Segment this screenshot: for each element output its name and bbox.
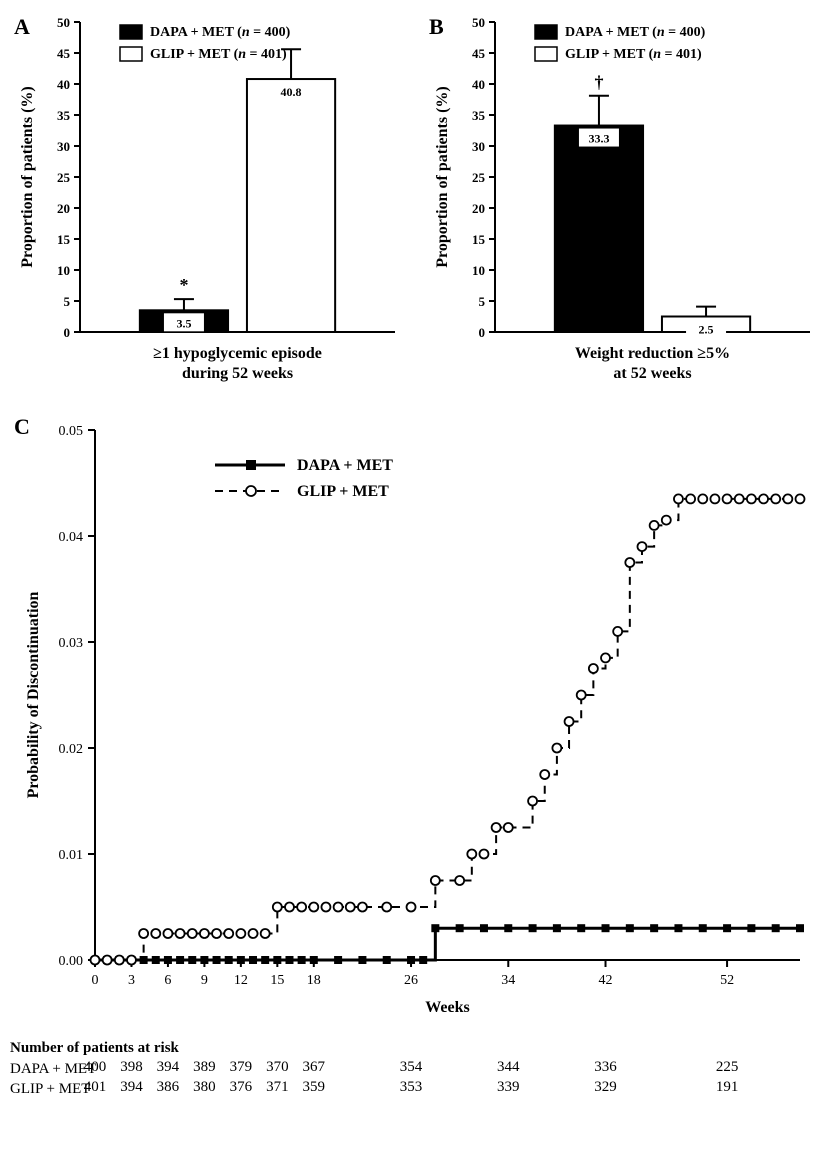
svg-text:50: 50 (472, 15, 485, 30)
risk-value: 344 (497, 1059, 520, 1076)
svg-text:Weight reduction ≥5%: Weight reduction ≥5% (575, 345, 730, 362)
svg-text:18: 18 (307, 973, 321, 988)
svg-text:DAPA + MET: DAPA + MET (297, 457, 393, 474)
svg-text:0: 0 (92, 973, 99, 988)
panel-c-label: C (14, 414, 30, 440)
svg-text:during 52 weeks: during 52 weeks (182, 365, 293, 382)
svg-text:2.5: 2.5 (699, 323, 714, 337)
svg-text:3.5: 3.5 (176, 316, 191, 330)
svg-text:5: 5 (64, 294, 71, 309)
risk-value: 339 (497, 1079, 520, 1096)
svg-text:50: 50 (57, 15, 70, 30)
risk-value: 380 (193, 1079, 216, 1096)
risk-value: 225 (716, 1059, 739, 1076)
svg-text:≥1 hypoglycemic episode: ≥1 hypoglycemic episode (153, 345, 322, 362)
risk-value: 394 (157, 1059, 180, 1076)
svg-text:5: 5 (479, 294, 486, 309)
risk-value: 398 (120, 1059, 143, 1076)
svg-text:40: 40 (472, 77, 485, 92)
svg-text:12: 12 (234, 973, 248, 988)
svg-text:20: 20 (472, 201, 485, 216)
risk-value: 400 (84, 1059, 107, 1076)
svg-text:0: 0 (479, 325, 486, 340)
risk-value: 354 (400, 1059, 423, 1076)
svg-text:0.02: 0.02 (59, 742, 84, 757)
svg-text:15: 15 (57, 232, 71, 247)
panel-a-label: A (14, 14, 30, 40)
svg-text:DAPA + MET (n = 400): DAPA + MET (n = 400) (150, 25, 291, 40)
svg-text:25: 25 (472, 170, 486, 185)
svg-text:GLIP + MET: GLIP + MET (297, 483, 389, 500)
risk-value: 379 (230, 1059, 253, 1076)
risk-value: 359 (303, 1079, 326, 1096)
svg-text:20: 20 (57, 201, 70, 216)
svg-text:*: * (179, 275, 188, 295)
svg-text:†: † (594, 72, 603, 92)
figure-container: A 05101520253035404550Proportion of pati… (10, 10, 815, 1099)
svg-text:6: 6 (164, 973, 171, 988)
panel-b: B 0 5 10 15 20 25 30 35 40 45 50 Proportion of pati… (425, 10, 820, 400)
svg-text:0.01: 0.01 (59, 848, 84, 863)
risk-value: 401 (84, 1079, 107, 1096)
svg-text:52: 52 (720, 973, 734, 988)
svg-text:45: 45 (57, 46, 71, 61)
svg-text:GLIP + MET (n = 401): GLIP + MET (n = 401) (150, 47, 287, 62)
svg-text:45: 45 (472, 46, 486, 61)
svg-text:3: 3 (128, 973, 135, 988)
risk-value: 336 (594, 1059, 617, 1076)
svg-text:40: 40 (57, 77, 70, 92)
svg-text:9: 9 (201, 973, 208, 988)
risk-table: Number of patients at risk DAPA + MET400… (10, 1040, 815, 1099)
svg-text:0.05: 0.05 (59, 424, 84, 439)
svg-text:10: 10 (57, 263, 70, 278)
panel-a-chart: 0 5 10 15 20 25 30 35 40 45 50 Proportion of patien… (10, 10, 405, 400)
svg-text:10: 10 (472, 263, 485, 278)
svg-text:35: 35 (472, 108, 486, 123)
risk-value: 386 (157, 1079, 180, 1096)
panel-a: A 0 5 10 15 20 25 30 35 40 45 50 Proportion of pati… (10, 10, 405, 400)
svg-text:0.04: 0.04 (59, 530, 84, 545)
svg-text:at 52 weeks: at 52 weeks (613, 365, 691, 382)
risk-value: 371 (266, 1079, 289, 1096)
risk-value: 394 (120, 1079, 143, 1096)
svg-text:0.03: 0.03 (59, 636, 84, 651)
svg-text:25: 25 (57, 170, 71, 185)
svg-text:40.8: 40.8 (281, 85, 302, 99)
svg-text:Weeks: Weeks (425, 999, 469, 1016)
svg-text:DAPA + MET (n = 400): DAPA + MET (n = 400) (565, 25, 706, 40)
risk-value: 353 (400, 1079, 423, 1096)
svg-text:GLIP + MET (n = 401): GLIP + MET (n = 401) (565, 47, 702, 62)
svg-text:Proportion of patients (%): Proportion of patients (%) (434, 86, 451, 267)
risk-value: 389 (193, 1059, 216, 1076)
svg-text:0.00: 0.00 (59, 954, 84, 969)
panel-b-chart: 0 5 10 15 20 25 30 35 40 45 50 Proportion of patien… (425, 10, 820, 400)
risk-table-title: Number of patients at risk (10, 1040, 815, 1057)
panel-c: C 0.00 0.01 0.02 0.03 0.04 0.05 0 3 6 9 12 15 18 26 34… (10, 410, 815, 1030)
svg-text:15: 15 (472, 232, 486, 247)
panel-c-chart: 0.00 0.01 0.02 0.03 0.04 0.05 0 3 6 9 12 15 18 26 34 42… (10, 410, 815, 1030)
panel-b-label: B (429, 14, 444, 40)
risk-value: 191 (716, 1079, 739, 1096)
svg-text:30: 30 (57, 139, 70, 154)
svg-text:15: 15 (270, 973, 284, 988)
svg-text:42: 42 (599, 973, 613, 988)
risk-value: 367 (303, 1059, 326, 1076)
svg-text:33.3: 33.3 (588, 132, 609, 146)
svg-text:30: 30 (472, 139, 485, 154)
svg-text:34: 34 (501, 973, 515, 988)
risk-value: 329 (594, 1079, 617, 1096)
risk-value: 370 (266, 1059, 289, 1076)
svg-text:26: 26 (404, 973, 418, 988)
svg-text:Proportion of patients (%): Proportion of patients (%) (19, 86, 36, 267)
svg-text:0: 0 (64, 325, 71, 340)
svg-text:Probability of Discontinuation: Probability of Discontinuation (25, 591, 42, 798)
risk-value: 376 (230, 1079, 253, 1096)
svg-text:35: 35 (57, 108, 71, 123)
